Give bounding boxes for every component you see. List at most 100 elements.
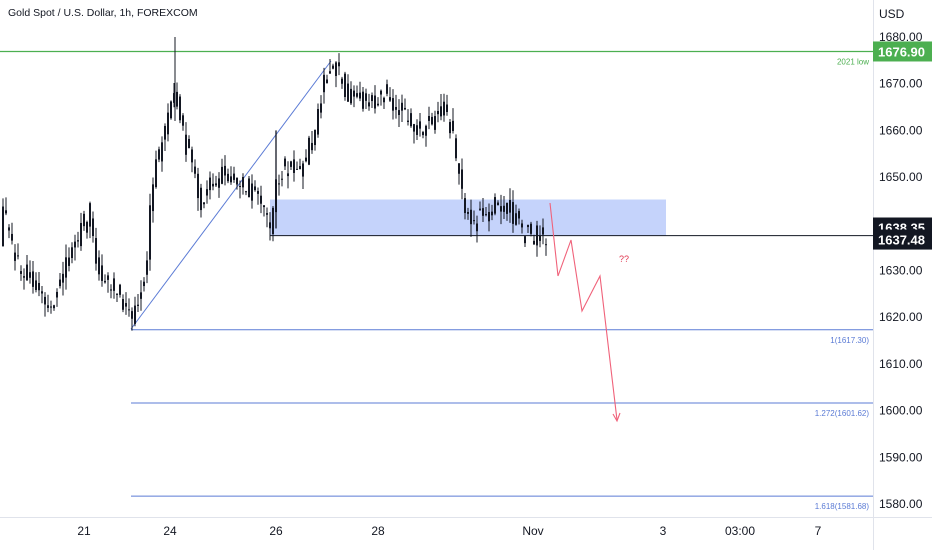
candle-body — [86, 222, 88, 233]
candle-body — [239, 185, 241, 187]
candle-body — [110, 289, 112, 291]
candle-body — [140, 292, 142, 299]
price-badge-label: 1637.48 — [878, 233, 925, 248]
candle-body — [44, 296, 46, 305]
price-badge — [873, 41, 932, 62]
candle-body — [470, 209, 472, 225]
candle-body — [155, 159, 157, 188]
y-tick-label: 1660.00 — [879, 123, 923, 137]
candle-body — [437, 110, 439, 115]
candle-body — [395, 106, 397, 110]
candle-body — [230, 176, 232, 183]
candle-body — [458, 163, 460, 174]
candle-body — [404, 107, 406, 110]
candle-body — [71, 247, 73, 259]
candle-body — [119, 284, 121, 295]
candle-body — [521, 223, 523, 228]
candle-body — [176, 91, 178, 107]
candle-body — [416, 125, 418, 135]
candle-body — [293, 159, 295, 173]
candle-body — [539, 235, 541, 241]
candle-body — [5, 210, 7, 214]
candle-body — [2, 206, 4, 247]
candle-body — [302, 163, 304, 177]
candle-body — [89, 203, 91, 227]
candle-body — [227, 173, 229, 182]
candle-body — [17, 255, 19, 257]
y-tick-label: 1610.00 — [879, 357, 923, 371]
y-tick-label: 1600.00 — [879, 404, 923, 418]
level-label: 1.618(1581.68) — [815, 502, 870, 511]
candle-body — [545, 244, 547, 246]
candle-body — [194, 166, 196, 174]
candle-body — [407, 120, 409, 123]
candle-body — [365, 93, 367, 101]
candle-body — [113, 278, 115, 291]
candle-body — [80, 222, 82, 247]
candle-body — [137, 304, 139, 306]
candle-body — [542, 227, 544, 235]
candle-body — [179, 96, 181, 121]
candle-body — [317, 109, 319, 135]
candle-body — [410, 113, 412, 127]
candle-body — [449, 122, 451, 134]
candle-body — [134, 305, 136, 324]
candle-body — [59, 279, 61, 287]
candle-body — [350, 88, 352, 104]
candle-body — [452, 120, 454, 131]
candle-body — [509, 200, 511, 213]
candle-body — [392, 98, 394, 111]
candle-body — [68, 257, 70, 266]
y-tick-label: 1620.00 — [879, 310, 923, 324]
level-label: 1.272(1601.62) — [815, 409, 870, 418]
x-tick-label: 21 — [77, 524, 91, 538]
candle-body — [248, 178, 250, 198]
candle-body — [56, 291, 58, 298]
candle-body — [143, 281, 145, 287]
projection-path[interactable] — [549, 202, 618, 421]
candle-body — [32, 271, 34, 287]
candle-body — [251, 183, 253, 201]
candle-body — [497, 202, 499, 206]
x-tick-label: 24 — [163, 524, 177, 538]
candle-body — [218, 178, 220, 188]
candle-body — [224, 165, 226, 176]
candle-body — [482, 208, 484, 216]
candle-body — [500, 206, 502, 212]
price-badge-label: 1676.90 — [878, 44, 925, 59]
candle-body — [338, 62, 340, 67]
candle-body — [209, 177, 211, 191]
candle-body — [389, 97, 391, 101]
candle-body — [122, 299, 124, 310]
candle-body — [38, 282, 40, 291]
candle-body — [185, 134, 187, 155]
candle-body — [440, 106, 442, 117]
candle-body — [164, 125, 166, 140]
candle-body — [287, 173, 289, 177]
candle-body — [47, 305, 49, 308]
x-tick-label: 28 — [371, 524, 385, 538]
candle-body — [254, 186, 256, 191]
candle-body — [182, 115, 184, 126]
candle-body — [188, 138, 190, 149]
candle-body — [311, 142, 313, 151]
candle-body — [494, 197, 496, 214]
candle-body — [77, 240, 79, 242]
trend-line[interactable] — [130, 60, 332, 330]
candle-body — [128, 309, 130, 311]
x-tick-label: Nov — [522, 524, 543, 538]
candle-body — [536, 225, 538, 246]
level-label: 1(1617.30) — [830, 336, 869, 345]
candle-body — [107, 275, 109, 280]
candle-body — [266, 213, 268, 215]
candle-body — [422, 132, 424, 136]
y-tick-label: 1650.00 — [879, 170, 923, 184]
candle-body — [398, 110, 400, 116]
candle-body — [335, 62, 337, 77]
candle-body — [332, 65, 334, 69]
candle-body — [29, 272, 31, 278]
candle-body — [263, 205, 265, 208]
candle-body — [173, 93, 175, 103]
candle-body — [65, 257, 67, 278]
